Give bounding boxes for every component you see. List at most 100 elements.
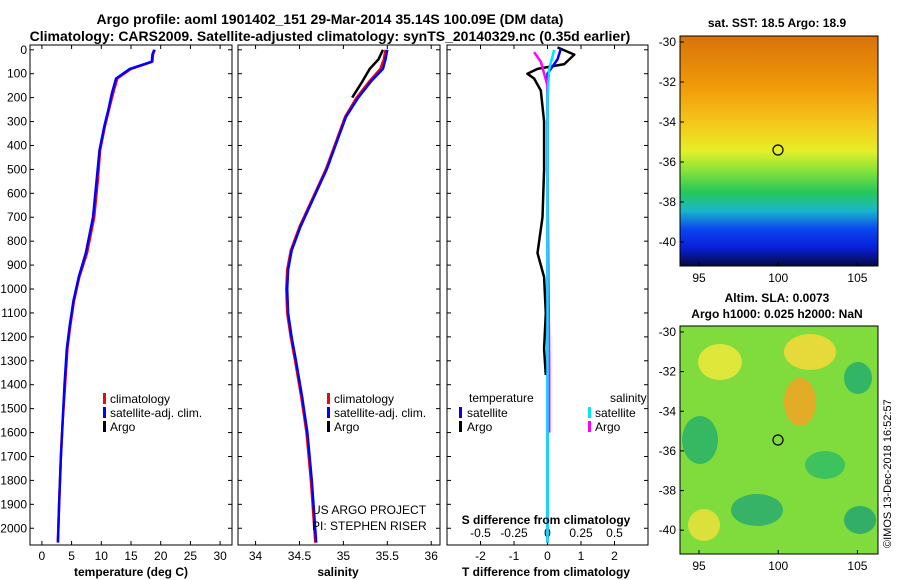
map-y-tick-label: -34: [659, 404, 677, 418]
x-tick-label: 36: [425, 549, 439, 563]
map-y-tick-label: -38: [659, 195, 677, 209]
x-tick-label: 10: [95, 549, 109, 563]
legend-label-argo-sal: Argo: [334, 420, 360, 434]
depth-axis: 0 100 200 300 400 500 600 700 800 900 1000 1100 1200…: [0, 43, 648, 535]
map-x-tick-label: 95: [692, 271, 706, 285]
sla-feature: [784, 334, 836, 370]
sst-map: [679, 35, 879, 267]
depth-tick-label: 1700: [0, 449, 27, 463]
map-x-tick-label: 105: [847, 271, 867, 285]
sla-argo-location-marker: [772, 434, 784, 446]
legend-swatch-satellite-sal: [327, 407, 330, 418]
t-difference-axis-label: T difference from climatology: [462, 565, 630, 579]
x-tick-label: -2: [475, 549, 486, 563]
x-tick-label: 35.5: [376, 549, 400, 563]
map-x-tick-label: 100: [768, 559, 788, 573]
map-y-tick-label: -38: [659, 484, 677, 498]
depth-tick-label: 700: [7, 210, 27, 224]
project-note-line1: US ARGO PROJECT: [312, 503, 427, 517]
series-line-satellite-adj-clim-: [285, 49, 389, 543]
map-y-tick-label: -30: [659, 325, 677, 339]
x-tick-label: 1: [578, 549, 585, 563]
s-diff-tick-label: -0.5: [470, 526, 491, 540]
series-line-salinity-satellite: [546, 49, 556, 543]
series-line-temperature-argo: [526, 46, 576, 376]
temperature-axis-label: temperature (deg C): [74, 565, 188, 579]
legend-swatch-argo: [103, 421, 106, 432]
depth-tick-label: 200: [7, 91, 27, 105]
x-tick-label: 25: [184, 549, 198, 563]
depth-tick-label: 900: [7, 258, 27, 272]
x-tick-label: 30: [213, 549, 227, 563]
difference-plot: -2 -1 0 1 2-0.5 -0.25 0 0.25 0.5: [470, 45, 623, 563]
depth-tick-label: 1000: [0, 282, 27, 296]
depth-tick-label: 100: [7, 67, 27, 81]
depth-tick-label: 600: [7, 186, 27, 200]
sla-map-axes: 95 100 105 -30 -32 -34 -36 -38 -40: [659, 325, 868, 573]
map-x-tick-label: 105: [847, 559, 867, 573]
legend-swatch-temp-argo: [459, 421, 462, 432]
map-y-tick-label: -40: [659, 523, 677, 537]
legend-swatch-temp-satellite: [459, 407, 462, 418]
s-diff-tick-label: -0.25: [500, 526, 528, 540]
legend-title-temperature: temperature: [469, 391, 534, 405]
sla-map-title1: Altim. SLA: 0.0073: [725, 291, 830, 305]
sla-feature: [731, 494, 783, 526]
legend-label-temp-satellite: satellite: [467, 406, 508, 420]
sla-feature: [688, 509, 720, 541]
series-line-climatology: [56, 49, 156, 543]
salinity-plot-frame: [237, 44, 441, 546]
legend-label-satellite-sal: satellite-adj. clim.: [334, 406, 426, 420]
sla-feature: [844, 362, 872, 394]
legend-swatch-climatology: [103, 393, 106, 404]
depth-tick-label: 1900: [0, 497, 27, 511]
legend-label-sal-argo: Argo: [595, 420, 621, 434]
x-tick-label: 5: [68, 549, 75, 563]
x-tick-label: 0: [39, 549, 46, 563]
map-y-tick-label: -30: [659, 35, 677, 49]
depth-tick-label: 1600: [0, 426, 27, 440]
depth-tick-label: 800: [7, 234, 27, 248]
series-line-climatology: [285, 49, 387, 543]
project-note-line2: PI: STEPHEN RISER: [312, 519, 427, 533]
x-tick-label: -1: [509, 549, 520, 563]
legend-label-argo: Argo: [110, 420, 136, 434]
imos-timestamp: ©IMOS 13-Dec-2018 16:52:57: [882, 399, 894, 548]
depth-tick-label: 1400: [0, 378, 27, 392]
depth-tick-label: 1800: [0, 473, 27, 487]
legend-label-satellite: satellite-adj. clim.: [110, 406, 202, 420]
sst-argo-location-marker: [772, 144, 784, 156]
sla-map: [679, 325, 879, 555]
depth-tick-label: 0: [20, 43, 27, 57]
s-diff-tick-label: 0.25: [569, 526, 593, 540]
legend-label-climatology-sal: climatology: [334, 392, 394, 406]
depth-tick-label: 500: [7, 162, 27, 176]
legend-swatch-sal-satellite: [588, 407, 591, 418]
map-y-tick-label: -40: [659, 235, 677, 249]
sst-map-frame: [679, 35, 879, 267]
x-tick-label: 34.5: [288, 549, 312, 563]
s-diff-tick-label: 0.5: [606, 526, 623, 540]
salinity-plot: 34 34.5 35 35.5 36: [249, 45, 438, 563]
s-difference-axis-label: S difference from climatology: [462, 513, 631, 527]
sla-feature: [805, 451, 845, 479]
series-line-satellite-adj-clim-: [56, 49, 156, 543]
legend-swatch-argo-sal: [327, 421, 330, 432]
map-x-tick-label: 100: [768, 271, 788, 285]
legend-swatch-sal-argo: [588, 421, 591, 432]
depth-tick-label: 1500: [0, 402, 27, 416]
depth-tick-label: 1300: [0, 354, 27, 368]
sla-map-title2: Argo h1000: 0.025 h2000: NaN: [691, 307, 862, 321]
x-tick-label: 0: [544, 549, 551, 563]
temperature-plot: 0 5 10 15 20 25 30: [39, 45, 227, 563]
depth-tick-label: 300: [7, 115, 27, 129]
depth-tick-label: 1100: [1, 306, 27, 320]
sla-feature: [844, 506, 876, 534]
sst-map-field: [680, 36, 878, 266]
legend-title-salinity: salinity: [610, 391, 647, 405]
legend-label-climatology: climatology: [110, 392, 170, 406]
legend-label-sal-satellite: satellite: [595, 406, 636, 420]
legend-swatch-satellite: [103, 407, 106, 418]
figure-title-line2: Climatology: CARS2009. Satellite-adjuste…: [29, 28, 631, 44]
map-y-tick-label: -32: [659, 75, 677, 89]
